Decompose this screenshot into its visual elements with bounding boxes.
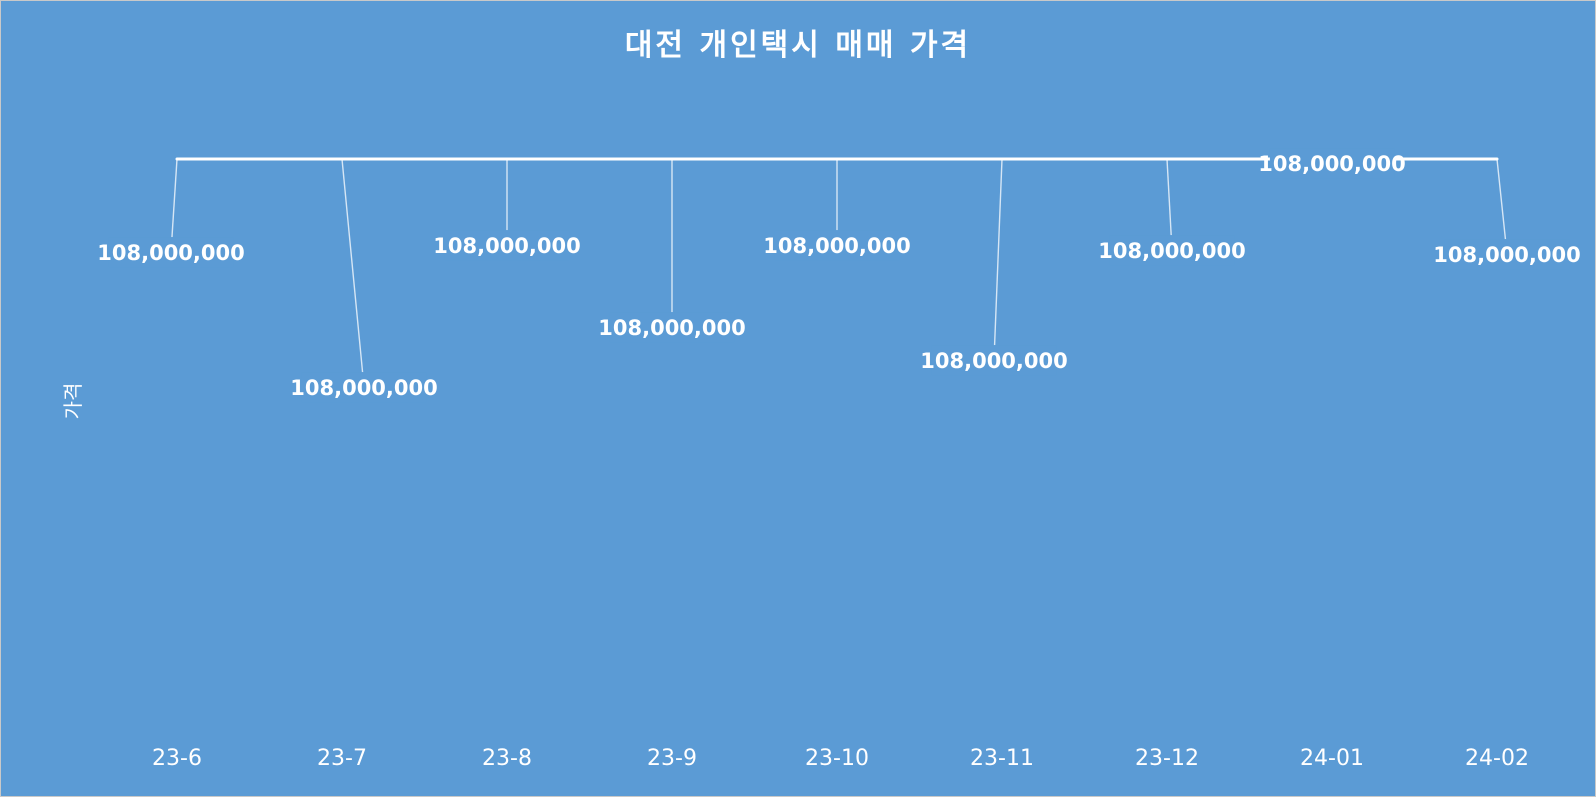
data-label: 108,000,000	[1433, 243, 1580, 267]
x-axis-tick-labels: 23-6 23-7 23-8 23-9 23-10 23-11 23-12 24-01 24-0…	[152, 746, 1529, 771]
x-tick-label: 23-6	[152, 746, 202, 771]
data-label: 108,000,000	[763, 234, 910, 258]
data-label: 108,000,000	[920, 349, 1067, 373]
x-tick-label: 23-8	[482, 746, 532, 771]
data-label: 108,000,000	[598, 316, 745, 340]
leader-line-23-12	[1166, 159, 1173, 251]
chart-title: 대전 개인택시 매매 가격	[625, 28, 971, 63]
x-tick-label: 23-12	[1135, 746, 1199, 771]
data-label-background	[444, 230, 570, 261]
data-label-background	[1269, 148, 1395, 179]
data-label-background	[301, 372, 427, 403]
data-label-background	[1109, 235, 1235, 266]
leader-line-23-11	[993, 159, 1003, 361]
y-axis-label: 가격	[61, 383, 85, 420]
data-label: 108,000,000	[290, 376, 437, 400]
data-label: 108,000,000	[433, 234, 580, 258]
x-tick-label: 23-10	[805, 746, 869, 771]
x-tick-label: 23-7	[317, 746, 367, 771]
data-label-background	[108, 237, 234, 268]
x-tick-label: 23-11	[970, 746, 1034, 771]
data-label: 108,000,000	[1098, 239, 1245, 263]
data-label-background	[609, 312, 735, 343]
leader-line-23-7	[341, 158, 365, 388]
data-labels: 108,000,000 108,000,000 108,000,000 108,000…	[97, 148, 1581, 403]
data-label-background	[1444, 239, 1570, 270]
leader-line-24-02	[1496, 158, 1508, 255]
data-label-background	[774, 230, 900, 261]
data-label: 108,000,000	[1258, 152, 1405, 176]
x-tick-label: 24-02	[1465, 746, 1529, 771]
x-tick-label: 23-9	[647, 746, 697, 771]
leader-line-23-6	[170, 159, 178, 253]
data-label-background	[931, 345, 1057, 376]
x-tick-label: 24-01	[1300, 746, 1364, 771]
data-label: 108,000,000	[97, 241, 244, 265]
